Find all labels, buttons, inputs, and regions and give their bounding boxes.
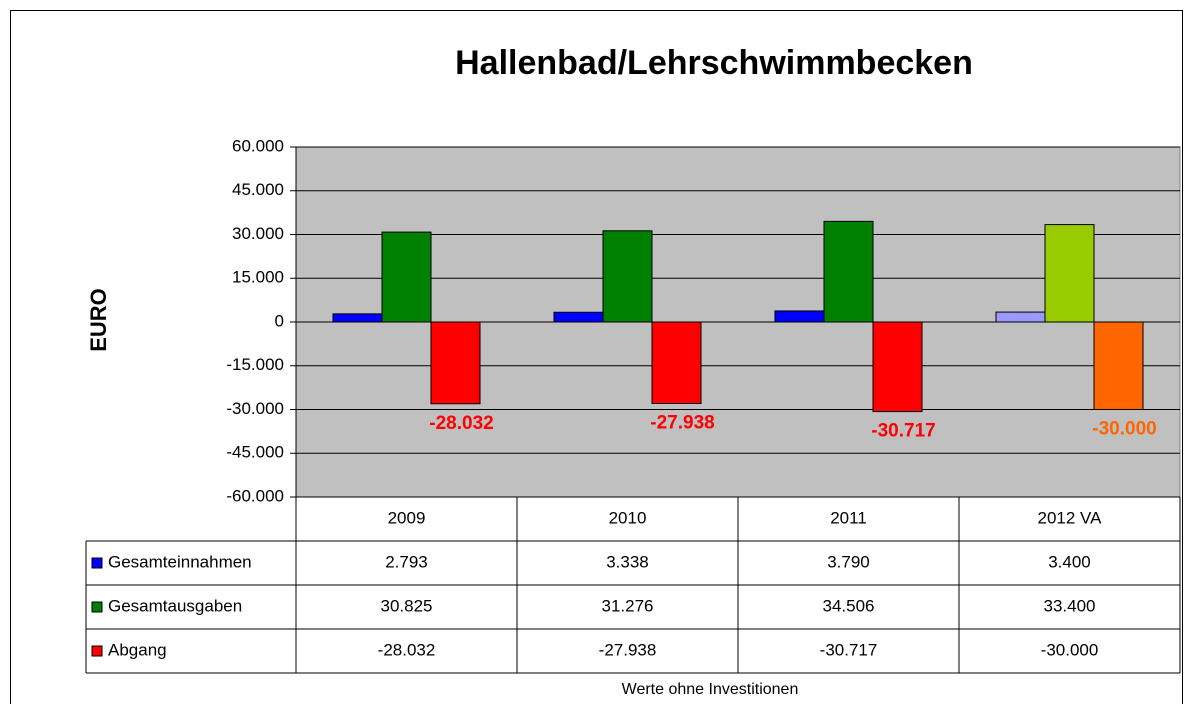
x-tick-label: 2009 — [388, 508, 426, 527]
bar — [553, 311, 604, 323]
bar — [430, 321, 481, 405]
y-tick-label: 0 — [275, 311, 284, 330]
bar — [651, 321, 702, 404]
x-tick-label: 2012 VA — [1038, 508, 1103, 527]
x-tick-label: 2010 — [609, 508, 647, 527]
table-cell: 3.400 — [1048, 552, 1091, 571]
legend-swatch — [91, 601, 103, 613]
table-cell: 34.506 — [823, 596, 875, 615]
data-label: -30.000 — [1092, 419, 1156, 440]
data-label: -27.938 — [650, 413, 714, 434]
data-label: -28.032 — [429, 413, 493, 434]
bar — [823, 220, 874, 323]
y-tick-label: -60.000 — [226, 486, 284, 505]
y-tick-label: -15.000 — [226, 355, 284, 374]
bar — [774, 310, 825, 323]
y-axis-label: EURO — [86, 288, 111, 352]
table-cell: 33.400 — [1044, 596, 1096, 615]
bar — [872, 321, 923, 413]
bar — [381, 231, 432, 323]
legend-label: Gesamteinnahmen — [108, 552, 252, 571]
table-cell: -30.717 — [820, 640, 878, 659]
bar — [602, 230, 653, 323]
table-cell: -27.938 — [599, 640, 657, 659]
bar — [1044, 224, 1095, 323]
y-tick-label: 60.000 — [232, 136, 284, 155]
table-cell: 3.338 — [606, 552, 649, 571]
table-cell: -28.032 — [378, 640, 436, 659]
x-tick-label: 2011 — [830, 508, 867, 527]
table-cell: 30.825 — [381, 596, 433, 615]
y-tick-label: 15.000 — [232, 268, 284, 287]
table-cell: 2.793 — [385, 552, 428, 571]
legend-swatch — [91, 645, 103, 657]
footnote: Werte ohne Investitionen — [622, 681, 799, 698]
data-label: -30.717 — [871, 421, 935, 442]
legend-label: Abgang — [108, 640, 167, 659]
y-tick-label: -30.000 — [226, 399, 284, 418]
y-tick-label: 45.000 — [232, 180, 284, 199]
bar — [995, 311, 1046, 323]
bar — [332, 313, 383, 323]
table-cell: -30.000 — [1041, 640, 1099, 659]
table-cell: 3.790 — [827, 552, 870, 571]
y-tick-label: 30.000 — [232, 224, 284, 243]
table-cell: 31.276 — [602, 596, 654, 615]
legend-swatch — [91, 557, 103, 569]
bar — [1093, 321, 1144, 410]
legend-label: Gesamtausgaben — [108, 596, 242, 615]
chart-title: Hallenbad/Lehrschwimmbecken — [455, 44, 973, 82]
y-tick-label: -45.000 — [226, 443, 284, 462]
